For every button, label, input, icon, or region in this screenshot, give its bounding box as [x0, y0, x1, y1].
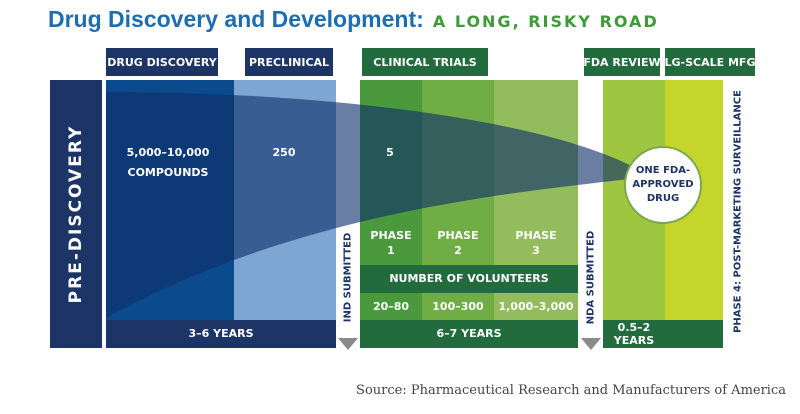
nda-arrow-icon	[581, 338, 601, 350]
tab-fda-review: FDA REVIEW	[583, 48, 661, 76]
page-title: Drug Discovery and Development: A LONG, …	[48, 6, 659, 38]
title-tagline: A LONG, RISKY ROAD	[432, 12, 659, 31]
phase-3-label: PHASE 3	[494, 228, 578, 258]
phase-2-label: PHASE 2	[422, 228, 494, 258]
funnel-shape	[106, 92, 650, 318]
phase-1-volunteers: 20–80	[372, 300, 410, 313]
compound-unit: COMPOUNDS	[127, 166, 209, 179]
compound-count-discovery: 5,000–10,000 COMPOUNDS	[110, 143, 226, 183]
outcome-line2: APPROVED	[632, 179, 694, 190]
tab-drug-discovery: DRUG DISCOVERY	[106, 48, 218, 76]
clinical-duration: 6–7 YEARS	[360, 320, 578, 348]
nda-submitted-marker: NDA SUBMITTED	[580, 80, 602, 350]
phase-1-number: 1	[387, 244, 395, 257]
volunteers-header: NUMBER OF VOLUNTEERS	[360, 265, 578, 293]
phase-1-word: PHASE	[370, 229, 412, 242]
tab-clinical-trials: CLINICAL TRIALS	[362, 48, 488, 76]
source-citation: Source: Pharmaceutical Research and Manu…	[356, 383, 786, 398]
compound-count: 5,000–10,000	[126, 146, 210, 159]
tab-preclinical: PRECLINICAL	[245, 48, 333, 76]
review-duration: 0.5–2 YEARS	[603, 320, 665, 348]
tab-lg-scale-mfg: LG-SCALE MFG	[665, 48, 755, 76]
review-duration-line2: YEARS	[613, 334, 655, 347]
title-main: Drug Discovery and Development:	[48, 6, 424, 32]
phase-3-number: 3	[532, 244, 540, 257]
compound-count-clinical: 5	[386, 146, 394, 159]
pre-discovery-bar: PRE-DISCOVERY	[50, 80, 102, 348]
nda-submitted-label: NDA SUBMITTED	[585, 230, 597, 325]
ind-arrow-icon	[338, 338, 358, 350]
pre-discovery-label: PRE-DISCOVERY	[66, 124, 86, 304]
ind-submitted-marker: IND SUBMITTED	[336, 80, 360, 350]
phase-1-label: PHASE 1	[360, 228, 422, 258]
discovery-duration: 3–6 YEARS	[106, 320, 336, 348]
outcome-line1: ONE FDA-	[635, 165, 691, 176]
mfg-duration-block	[665, 320, 723, 348]
phase4-label: PHASE 4: POST-MARKETING SURVEILLANCE	[732, 90, 744, 333]
phase-3-volunteers: 1,000–3,000	[498, 300, 574, 313]
phase4-marker: PHASE 4: POST-MARKETING SURVEILLANCE	[726, 80, 750, 348]
phase-3-word: PHASE	[515, 229, 557, 242]
phase-2-volunteers: 100–300	[432, 300, 484, 313]
outcome-line3: DRUG	[646, 193, 680, 204]
approved-drug-circle: ONE FDA- APPROVED DRUG	[624, 146, 702, 224]
compound-count-preclinical: 250	[272, 146, 296, 159]
ind-submitted-label: IND SUBMITTED	[342, 232, 354, 323]
phase-2-word: PHASE	[437, 229, 479, 242]
phase-2-number: 2	[454, 244, 462, 257]
review-duration-line1: 0.5–2	[617, 321, 651, 334]
